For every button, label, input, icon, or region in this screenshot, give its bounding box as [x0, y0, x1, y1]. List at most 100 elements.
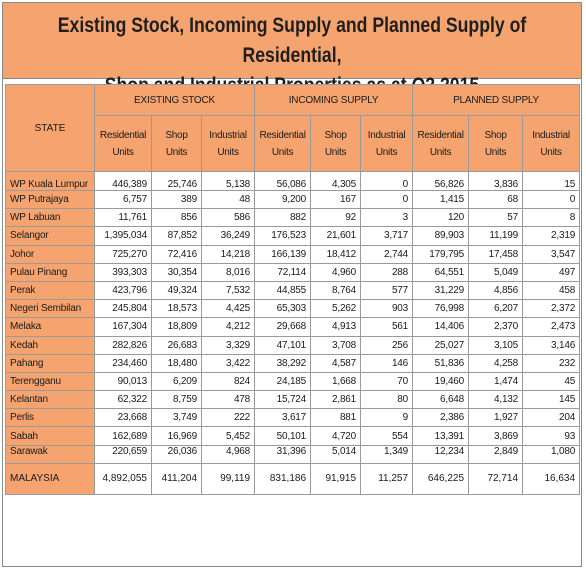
table-cell: 3,617 — [254, 408, 312, 428]
table-cell: 57 — [468, 208, 524, 228]
table-cell: 44,855 — [254, 280, 312, 301]
subcolumn-header: Residential Units — [94, 115, 152, 172]
table-row: Perak 423,796 49,324 7,532 44,855 8,764 577 31,… — [5, 280, 581, 301]
state-name: Terengganu — [5, 371, 95, 392]
table-cell: 90,013 — [94, 371, 152, 392]
table-cell: 8,764 — [310, 280, 362, 301]
table-cell: 2,849 — [468, 444, 524, 464]
table-body: WP Kuala Lumpur 446,389 25,746 5,138 56,086 4… — [5, 171, 581, 464]
state-name: Perak — [5, 280, 95, 301]
table-cell: 16,969 — [151, 426, 202, 446]
table-cell: 93 — [522, 426, 581, 446]
table-cell: 856 — [151, 208, 202, 228]
total-cell: 831,186 — [254, 462, 312, 495]
table-cell: 68 — [468, 189, 524, 210]
total-cell: 99,119 — [200, 462, 256, 495]
table-cell: 6,207 — [468, 299, 524, 319]
table-cell: 18,809 — [151, 317, 202, 337]
table-cell: 30,354 — [151, 262, 202, 282]
subcolumn-header-line: Units — [484, 146, 507, 158]
state-name: Negeri Sembilan — [5, 299, 95, 319]
table-cell: 80 — [360, 390, 414, 410]
total-row: MALAYSIA 4,892,055 411,204 99,119 831,18… — [5, 462, 581, 495]
table-cell: 586 — [200, 208, 256, 228]
subcolumn-header-line: Units — [217, 146, 239, 158]
subcolumn-header-line: Shop — [324, 129, 347, 141]
table-cell: 824 — [200, 371, 256, 392]
table-cell: 17,458 — [468, 244, 524, 264]
table-cell: 5,262 — [310, 299, 362, 319]
table-cell: 9 — [360, 408, 414, 428]
table-cell: 1,474 — [468, 371, 524, 392]
table-cell: 11,761 — [94, 208, 152, 228]
table-cell: 903 — [360, 299, 414, 319]
table-cell: 18,480 — [151, 353, 202, 373]
table-cell: 7,532 — [200, 280, 256, 301]
table-cell: 18,573 — [151, 299, 202, 319]
subcolumn-header-line: Units — [324, 146, 347, 158]
table-cell: 72,416 — [151, 244, 202, 264]
subcolumn-header: Industrial Units — [200, 115, 256, 172]
table-cell: 162,689 — [94, 426, 152, 446]
subcolumn-header-line: Industrial — [209, 129, 247, 141]
state-name: Pahang — [5, 353, 95, 373]
table-row: WP Kuala Lumpur 446,389 25,746 5,138 56,086 4… — [5, 171, 581, 191]
table-cell: 577 — [360, 280, 414, 301]
state-name: Sarawak — [5, 444, 95, 464]
table-cell: 23,668 — [94, 408, 152, 428]
group-header-existing-stock: EXISTING STOCK — [93, 84, 256, 116]
table-row: Terengganu 90,013 6,209 824 24,185 1,668 70 19,… — [5, 371, 581, 392]
table-cell: 120 — [412, 208, 470, 228]
table-cell: 8,016 — [200, 262, 256, 282]
table-cell: 478 — [200, 390, 256, 410]
state-name: Selangor — [5, 226, 95, 246]
subcolumn-header: Residential Units — [412, 115, 470, 172]
subcolumn-header-line: Units — [429, 146, 452, 158]
table-cell: 5,138 — [200, 171, 256, 191]
state-name: Pulau Pinang — [5, 262, 95, 282]
table-cell: 282,826 — [94, 335, 152, 355]
subcolumn-header: Residential Units — [254, 115, 312, 172]
table-cell: 288 — [360, 262, 414, 282]
state-name: Kelantan — [5, 390, 95, 410]
total-cell: 16,634 — [522, 462, 581, 495]
table-cell: 256 — [360, 335, 414, 355]
table-cell: 9,200 — [254, 189, 312, 210]
table-cell: 179,795 — [412, 244, 470, 264]
table-cell: 31,229 — [412, 280, 470, 301]
table-cell: 0 — [360, 171, 414, 191]
state-name: WP Labuan — [5, 208, 95, 228]
state-name: WP Kuala Lumpur — [5, 171, 95, 191]
table-cell: 45 — [522, 371, 581, 392]
table-cell: 446,389 — [94, 171, 152, 191]
table-cell: 14,218 — [200, 244, 256, 264]
table-cell: 3,422 — [200, 353, 256, 373]
table-row: Negeri Sembilan 245,804 18,573 4,425 65,303 5… — [5, 299, 581, 319]
table-cell: 3,717 — [360, 226, 414, 246]
table-cell: 4,856 — [468, 280, 524, 301]
table-cell: 1,668 — [310, 371, 362, 392]
subcolumn-header: Industrial Units — [360, 115, 414, 172]
table-cell: 497 — [522, 262, 581, 282]
subcolumn-header: Shop Units — [468, 115, 524, 172]
table-cell: 87,852 — [151, 226, 202, 246]
table-cell: 29,668 — [254, 317, 312, 337]
table-cell: 222 — [200, 408, 256, 428]
table-cell: 167 — [310, 189, 362, 210]
table-cell: 4,258 — [468, 353, 524, 373]
table-cell: 146 — [360, 353, 414, 373]
table-row: Selangor 1,395,034 87,852 36,249 176,523 21,6… — [5, 226, 581, 246]
table-cell: 56,086 — [254, 171, 312, 191]
table-cell: 76,998 — [412, 299, 470, 319]
table-row: WP Labuan 11,761 856 586 882 92 3 120 57 8 — [5, 208, 581, 228]
table-cell: 3,749 — [151, 408, 202, 428]
state-name: Perlis — [5, 408, 95, 428]
table-row: Pahang 234,460 18,480 3,422 38,292 4,587 146 51… — [5, 353, 581, 373]
table-cell: 204 — [522, 408, 581, 428]
table-cell: 5,014 — [310, 444, 362, 464]
table-cell: 2,861 — [310, 390, 362, 410]
table-cell: 72,114 — [254, 262, 312, 282]
total-cell: 91,915 — [310, 462, 362, 495]
subcolumn-header-line: Residential — [99, 129, 147, 141]
table-cell: 232 — [522, 353, 581, 373]
